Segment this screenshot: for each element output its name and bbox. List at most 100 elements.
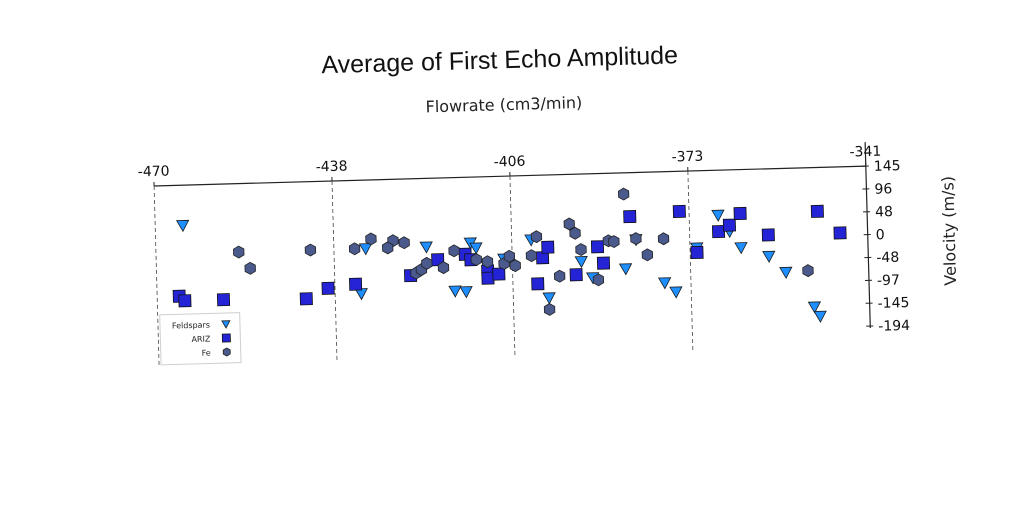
data-point-ariz (481, 271, 495, 285)
data-point-feldspars (734, 242, 748, 255)
data-point-fe (398, 236, 410, 250)
data-point-fe (365, 232, 377, 246)
y-tick-label: -145 (877, 295, 909, 312)
legend-label-fe: Fe (202, 348, 211, 357)
gridline-x (509, 176, 516, 356)
data-point-fe (470, 253, 483, 267)
x-tick-labels: -470 -438 -406 -373 -341 (138, 144, 882, 181)
x-tick-label: -438 (316, 159, 348, 176)
data-point-fe (563, 217, 575, 231)
data-point-fe (592, 273, 605, 287)
data-point-fe (530, 230, 543, 244)
data-point-ariz (178, 294, 192, 308)
data-point-ariz (833, 226, 847, 240)
data-point-ariz (733, 206, 747, 221)
gridline-x (331, 180, 338, 361)
data-point-ariz (541, 240, 555, 254)
y-tick-label: -194 (878, 318, 910, 335)
data-point-fe (553, 269, 566, 283)
data-point-fe (304, 243, 317, 257)
y-tick-label: 0 (876, 227, 885, 243)
x-tick-label: -341 (849, 144, 881, 161)
data-point-ariz (672, 204, 686, 219)
data-point-ariz (349, 277, 363, 291)
data-point-fe (437, 261, 450, 275)
data-point-fe (575, 243, 587, 257)
legend-marker-fe (222, 347, 231, 357)
data-point-fe (382, 241, 394, 255)
data-point-feldspars (618, 263, 633, 276)
data-point-ariz (299, 292, 313, 306)
y-tick-label: 145 (874, 158, 901, 175)
data-point-fe (448, 244, 460, 258)
data-point-feldspars (175, 219, 190, 233)
data-point-feldspars (779, 266, 793, 280)
data-point-fe (617, 187, 630, 201)
data-point-ariz (810, 204, 824, 218)
data-point-fe (657, 232, 670, 246)
legend-label-ariz: ARIZ (191, 334, 211, 344)
x-axis-label: Flowrate (cm3/min) (425, 93, 582, 116)
data-point-fe (641, 248, 654, 262)
data-point-fe (543, 303, 556, 316)
legend: Feldspars ARIZ Fe (159, 312, 242, 366)
data-point-fe (421, 256, 433, 270)
data-point-feldspars (711, 209, 725, 222)
y-axis-label: Velocity (m/s) (938, 176, 960, 286)
x-tick-label: -470 (138, 164, 170, 181)
data-point-ariz (321, 281, 335, 295)
data-point-fe (348, 242, 361, 256)
data-points (172, 187, 847, 323)
data-point-ariz (711, 225, 726, 239)
data-point-ariz (722, 218, 736, 232)
data-point-ariz (690, 245, 704, 260)
x-tick-label: -373 (671, 149, 703, 166)
gridlines (153, 162, 874, 366)
data-point-feldspars (813, 310, 827, 323)
data-point-ariz (623, 210, 637, 224)
data-point-fe (608, 235, 620, 249)
y-tick-label: 48 (875, 204, 893, 220)
y-tick-label: -97 (877, 272, 900, 289)
data-point-feldspars (469, 242, 483, 255)
y-tick-label: 96 (874, 181, 892, 197)
data-point-ariz (531, 277, 545, 291)
data-point-fe (509, 259, 521, 273)
data-point-ariz (761, 228, 775, 242)
data-point-feldspars (358, 243, 373, 256)
data-point-fe (569, 226, 581, 240)
series-fe (233, 187, 814, 316)
data-point-fe (503, 249, 516, 263)
data-point-fe (233, 245, 245, 259)
data-point-feldspars (657, 277, 672, 290)
data-point-ariz (216, 293, 231, 307)
legend-marker-ariz (221, 333, 231, 343)
data-point-ariz (569, 268, 583, 282)
data-point-ariz (590, 240, 605, 254)
data-point-feldspars (574, 255, 588, 269)
data-point-ariz (596, 256, 611, 270)
data-point-feldspars (448, 285, 462, 298)
legend-marker-feldspars (221, 320, 231, 329)
legend-label-feldspars: Feldspars (172, 320, 210, 330)
data-point-fe (630, 232, 642, 246)
data-point-fe (525, 249, 538, 263)
data-point-ariz (492, 267, 506, 281)
chart-title: Average of First Echo Amplitude (321, 41, 678, 79)
data-point-fe (802, 264, 814, 278)
data-point-feldspars (542, 292, 556, 305)
data-point-feldspars (459, 286, 473, 299)
gridline-x (153, 185, 160, 366)
legend-box (159, 312, 242, 366)
y-tick-label: -48 (876, 250, 899, 267)
gridline-x (687, 171, 694, 351)
data-point-fe (481, 255, 494, 269)
data-point-feldspars (807, 301, 822, 314)
data-point-fe (244, 261, 256, 275)
data-point-feldspars (669, 286, 683, 299)
x-tick-label: -406 (493, 154, 525, 171)
data-point-feldspars (419, 241, 433, 254)
data-point-feldspars (762, 250, 776, 263)
y-tick-labels: 145 96 48 0 -48 -97 -145 -194 (874, 158, 911, 335)
